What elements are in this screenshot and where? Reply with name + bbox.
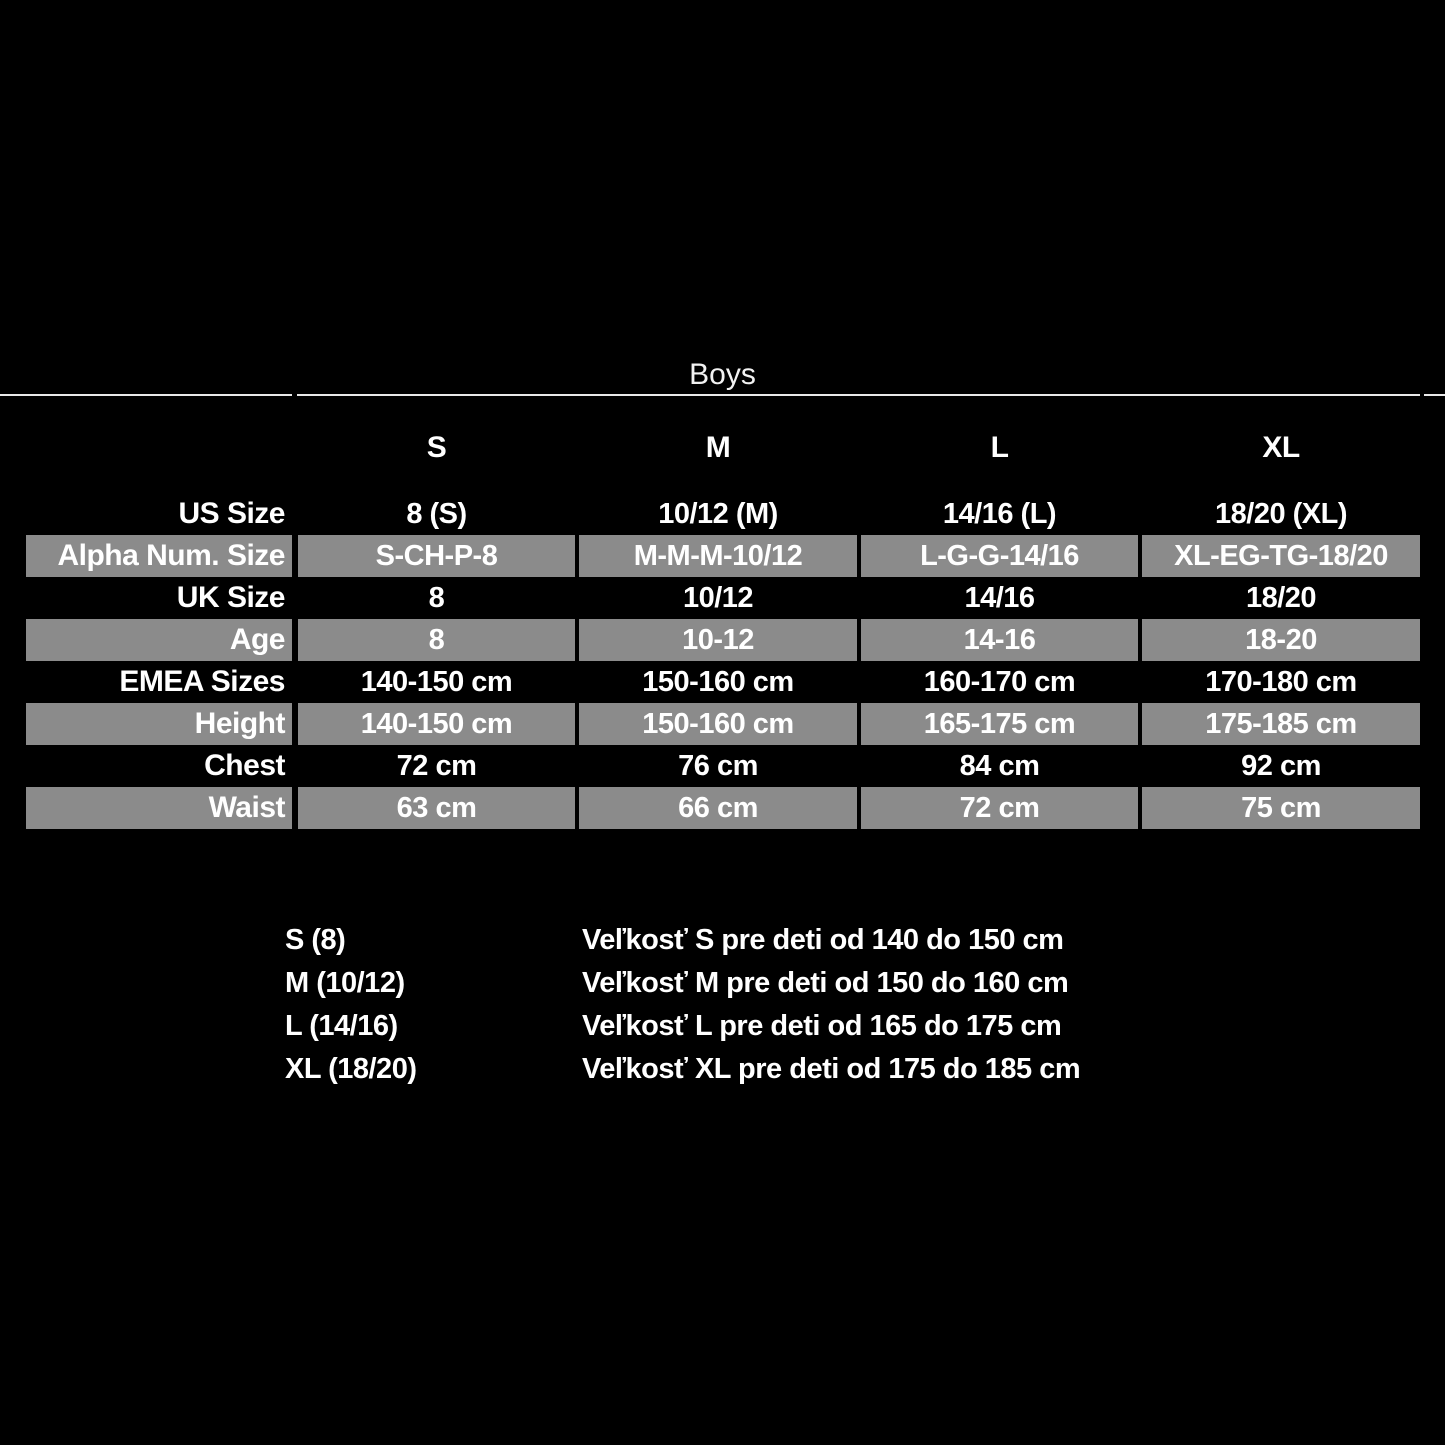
table-cell: 18/20: [1245, 582, 1317, 614]
table-cell: 72 cm: [396, 750, 477, 782]
table-cell: 8: [298, 619, 575, 661]
table-cell: 8 (S): [406, 498, 467, 530]
table-cell: 14-16: [861, 619, 1138, 661]
table-cell: S-CH-P-8: [298, 535, 575, 577]
table-cell: 170-180 cm: [1205, 666, 1357, 698]
table-cell: 160-170 cm: [923, 666, 1076, 698]
page-title: Boys: [689, 358, 756, 391]
table-cell: 165-175 cm: [861, 703, 1138, 745]
column-header-l: L: [990, 431, 1009, 464]
table-row-emea-sizes: EMEA Sizes 140-150 cm 150-160 cm 160-170…: [26, 661, 1420, 703]
table-row-alpha-num-size: Alpha Num. Size S-CH-P-8 M-M-M-10/12 L-G…: [26, 535, 1420, 577]
table-cell: 18-20: [1142, 619, 1420, 661]
table-cell: 8: [428, 582, 445, 614]
table-cell: 18/20 (XL): [1215, 498, 1348, 530]
column-header-s: S: [426, 431, 447, 464]
legend-description: Veľkosť S pre deti od 140 do 150 cm: [582, 924, 1064, 956]
table-cell: 76 cm: [678, 750, 758, 782]
table-cell: 175-185 cm: [1142, 703, 1420, 745]
table-top-rule-left: [0, 394, 292, 396]
table-cell: 75 cm: [1142, 787, 1420, 829]
table-row-chest: Chest 72 cm 76 cm 84 cm 92 cm: [26, 745, 1420, 787]
column-header-row: S M L XL: [26, 427, 1420, 469]
legend-size-label: S (8): [285, 924, 346, 956]
row-label: Height: [26, 703, 292, 745]
table-cell: 140-150 cm: [298, 703, 575, 745]
table-top-rule-right: [1424, 394, 1445, 396]
legend-size-label: XL (18/20): [285, 1053, 417, 1085]
row-label: Chest: [204, 749, 285, 782]
table-cell: 150-160 cm: [579, 703, 857, 745]
table-cell: 150-160 cm: [642, 666, 794, 698]
table-cell: 63 cm: [298, 787, 575, 829]
legend-item-m: M (10/12) Veľkosť M pre deti od 150 do 1…: [0, 962, 1445, 1005]
column-header-m: M: [705, 431, 731, 464]
table-cell: M-M-M-10/12: [579, 535, 857, 577]
table-cell: L-G-G-14/16: [861, 535, 1138, 577]
table-cell: 10/12: [682, 582, 754, 614]
table-cell: 10/12 (M): [658, 498, 778, 530]
table-row-age: Age 8 10-12 14-16 18-20: [26, 619, 1420, 661]
legend-item-s: S (8) Veľkosť S pre deti od 140 do 150 c…: [0, 919, 1445, 962]
size-table: S M L XL US Size 8 (S) 10/12 (M) 14/16 (…: [26, 427, 1420, 829]
table-cell: 14/16 (L): [942, 498, 1057, 530]
legend-item-l: L (14/16) Veľkosť L pre deti od 165 do 1…: [0, 1005, 1445, 1048]
table-cell: 72 cm: [861, 787, 1138, 829]
table-cell: 84 cm: [959, 750, 1040, 782]
table-cell: 66 cm: [579, 787, 857, 829]
table-cell: 10-12: [579, 619, 857, 661]
legend-size-label: M (10/12): [285, 967, 405, 999]
row-label: Age: [26, 619, 292, 661]
legend-description: Veľkosť M pre deti od 150 do 160 cm: [582, 967, 1069, 999]
table-row-uk-size: UK Size 8 10/12 14/16 18/20: [26, 577, 1420, 619]
column-header-xl: XL: [1262, 431, 1300, 464]
table-row-height: Height 140-150 cm 150-160 cm 165-175 cm …: [26, 703, 1420, 745]
legend-size-label: L (14/16): [285, 1010, 398, 1042]
legend-item-xl: XL (18/20) Veľkosť XL pre deti od 175 do…: [0, 1048, 1445, 1091]
header-spacer: [26, 469, 1420, 493]
legend-description: Veľkosť L pre deti od 165 do 175 cm: [582, 1010, 1062, 1042]
row-label: Alpha Num. Size: [26, 535, 292, 577]
row-label: EMEA Sizes: [119, 665, 285, 698]
row-label: Waist: [26, 787, 292, 829]
corner-cell: [26, 427, 292, 469]
legend-description: Veľkosť XL pre deti od 175 do 185 cm: [582, 1053, 1081, 1085]
table-row-waist: Waist 63 cm 66 cm 72 cm 75 cm: [26, 787, 1420, 829]
row-label: UK Size: [176, 581, 286, 614]
size-legend: S (8) Veľkosť S pre deti od 140 do 150 c…: [0, 919, 1445, 1091]
table-cell: 14/16: [964, 582, 1035, 614]
table-row-us-size: US Size 8 (S) 10/12 (M) 14/16 (L) 18/20 …: [26, 493, 1420, 535]
table-top-rule-center: [297, 394, 1420, 396]
table-cell: 140-150 cm: [360, 666, 513, 698]
table-cell: XL-EG-TG-18/20: [1142, 535, 1420, 577]
table-cell: 92 cm: [1241, 750, 1321, 782]
row-label: US Size: [178, 497, 285, 530]
